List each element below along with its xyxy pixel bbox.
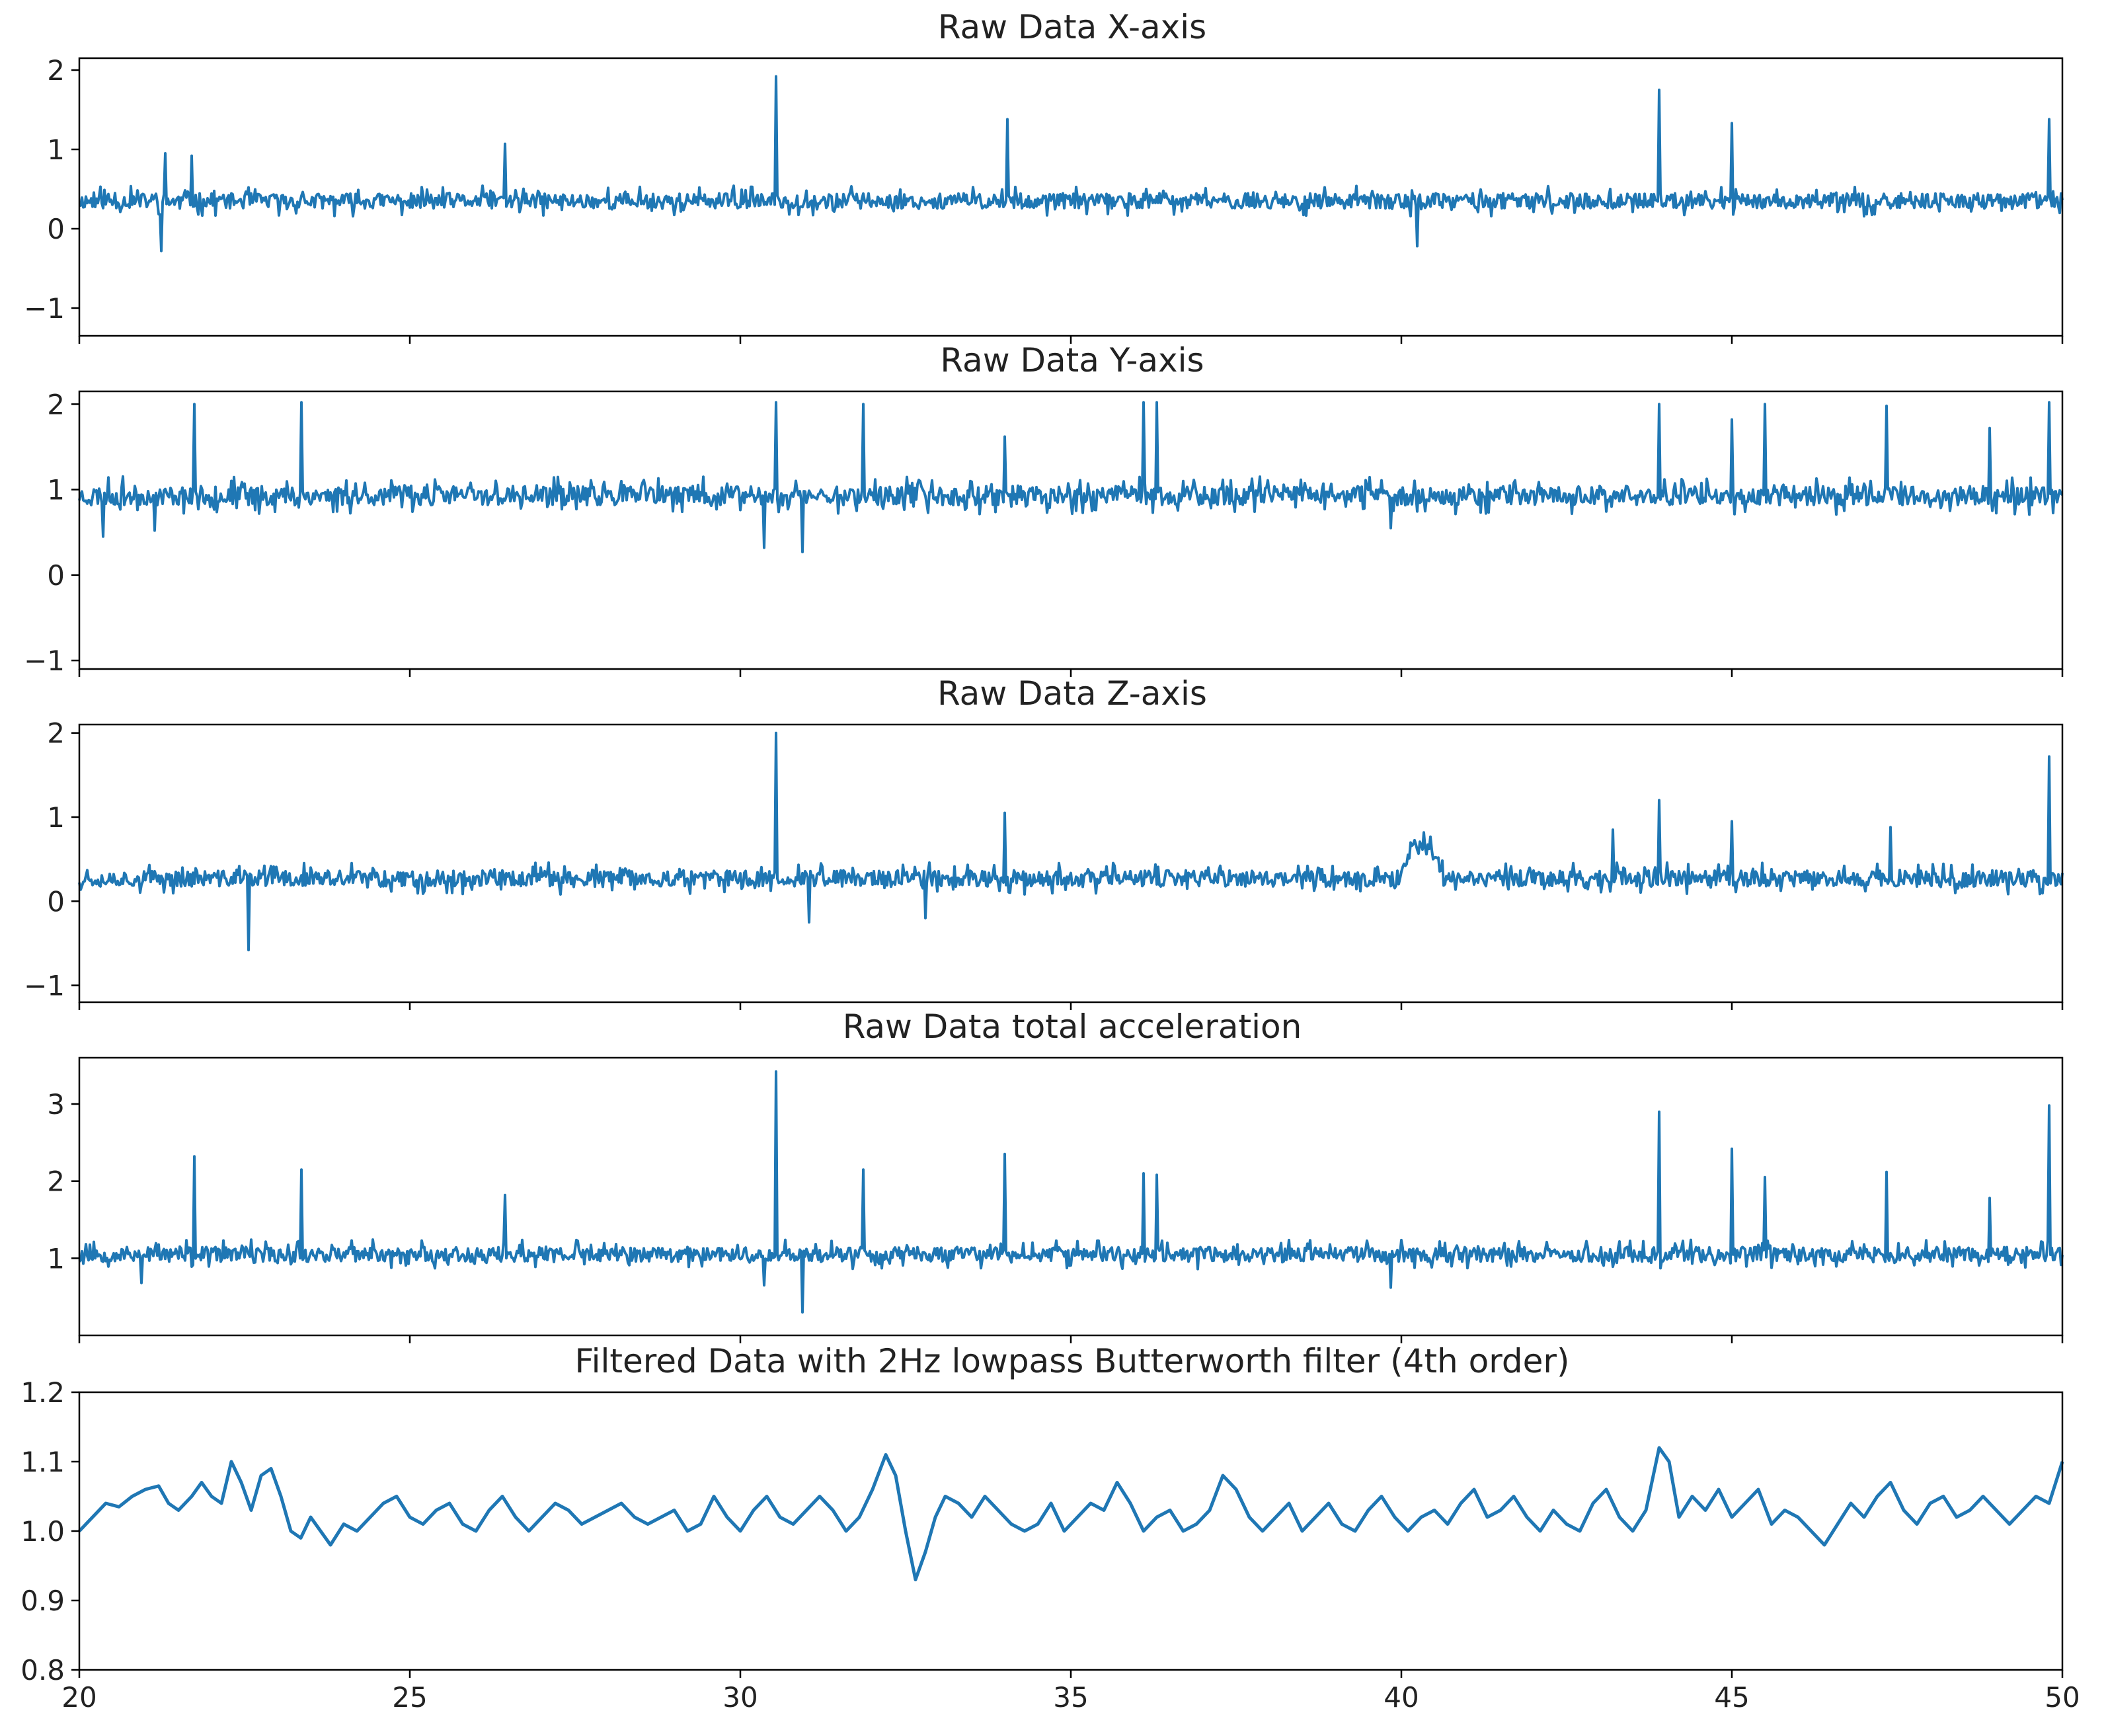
y-tick-label: −1 [24,645,65,677]
subplot-title: Raw Data Z-axis [937,674,1207,713]
y-tick-label: −1 [24,292,65,325]
y-tick-label: 3 [47,1088,65,1121]
subplot-z-axis: Raw Data Z-axis −1 0 1 2 [24,674,2064,1010]
y-tick-label: 0 [47,559,65,592]
subplot-title: Raw Data Y-axis [940,341,1204,379]
x-tick-label: 40 [1384,1681,1419,1714]
subplot-title: Filtered Data with 2Hz lowpass Butterwor… [575,1342,1570,1380]
y-tick-label: 0.9 [20,1585,65,1617]
subplot-total-acceleration: Raw Data total acceleration 1 2 3 [47,1007,2064,1343]
x-tick-label: 30 [722,1681,758,1714]
subplot-title: Raw Data total acceleration [843,1007,1302,1046]
series-line-filtered [78,1446,2064,1581]
subplot-title: Raw Data X-axis [938,8,1206,46]
y-tick-label: 1.2 [20,1376,65,1409]
y-tick-label: 2 [47,54,65,87]
series-line-z [78,731,2064,952]
x-tick-label: 25 [392,1681,427,1714]
subplot-y-axis: Raw Data Y-axis −1 0 1 2 [24,341,2064,677]
x-tick-label: 35 [1053,1681,1088,1714]
x-tick-label: 20 [61,1681,97,1714]
x-tick-label: 45 [1714,1681,1749,1714]
plot-frame [78,723,2064,1004]
y-tick-label: 1 [47,474,65,506]
series-line-total [78,1070,2064,1314]
y-tick-label: 1.1 [20,1446,65,1478]
y-tick-label: 2 [47,388,65,420]
subplot-x-axis: Raw Data X-axis −1 0 1 2 [24,8,2064,344]
plot-frame [78,1391,2064,1671]
y-tick-label: 1 [47,1242,65,1275]
y-tick-label: 1 [47,801,65,834]
series-line-y [78,401,2064,553]
y-tick-label: 2 [47,717,65,750]
subplot-filtered: Filtered Data with 2Hz lowpass Butterwor… [20,1342,2080,1714]
y-tick-label: 0 [47,213,65,245]
y-tick-label: 1.0 [20,1515,65,1548]
y-tick-label: 0.8 [20,1654,65,1686]
y-tick-label: 1 [47,134,65,166]
y-tick-label: −1 [24,970,65,1002]
x-tick-label: 50 [2045,1681,2080,1714]
y-tick-label: 2 [47,1165,65,1198]
y-tick-label: 0 [47,885,65,918]
series-line-x [79,75,2064,253]
